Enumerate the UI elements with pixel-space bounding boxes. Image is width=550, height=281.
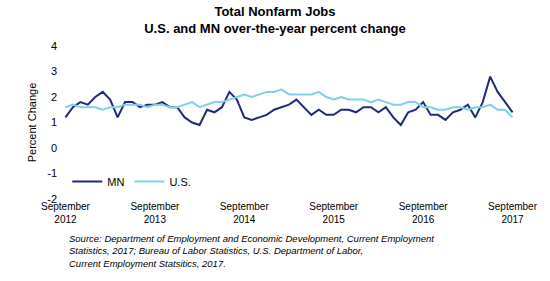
svg-text:September2013: September2013 <box>130 201 180 225</box>
svg-text:Percent Change: Percent Change <box>26 83 38 163</box>
svg-text:-1: -1 <box>47 167 57 179</box>
svg-text:MN: MN <box>107 176 124 188</box>
svg-text:4: 4 <box>51 40 57 52</box>
svg-text:1: 1 <box>51 116 57 128</box>
svg-text:3: 3 <box>51 65 57 77</box>
svg-text:September2015: September2015 <box>309 201 359 225</box>
svg-text:2: 2 <box>51 91 57 103</box>
svg-text:Total Nonfarm JobsU.S. and MN: Total Nonfarm JobsU.S. and MN over-the-y… <box>144 4 406 36</box>
svg-text:September2012: September2012 <box>41 201 91 225</box>
svg-text:September2016: September2016 <box>399 201 449 225</box>
svg-text:0: 0 <box>51 142 57 154</box>
svg-text:September2014: September2014 <box>220 201 270 225</box>
svg-text:-2: -2 <box>47 193 57 205</box>
svg-text:U.S.: U.S. <box>169 176 190 188</box>
svg-text:September2017: September2017 <box>488 201 538 225</box>
svg-text:Source: Department of Employme: Source: Department of Employment and Eco… <box>69 233 434 269</box>
